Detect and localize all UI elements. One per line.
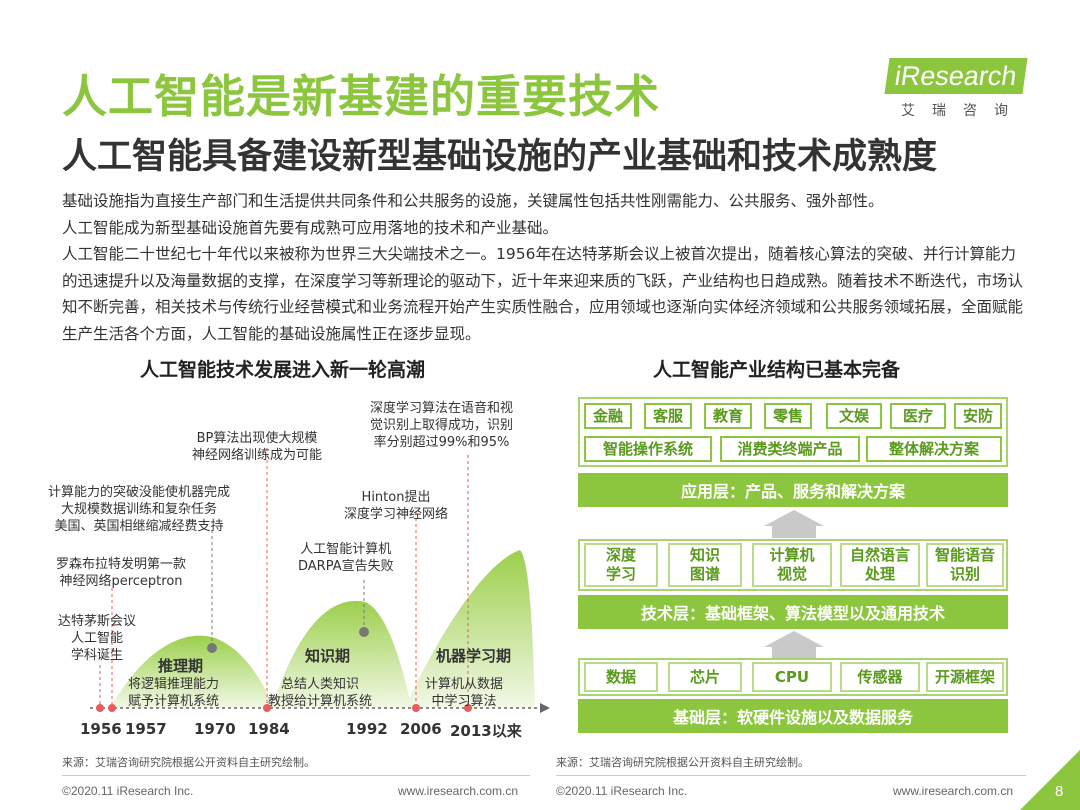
event-dot bbox=[108, 704, 116, 712]
footer-url[interactable]: www.iresearch.com.cn bbox=[893, 784, 1014, 798]
footer-url[interactable]: www.iresearch.com.cn bbox=[398, 784, 519, 798]
source-right: 来源：艾瑞咨询研究院根据公开资料自主研究绘制。 bbox=[556, 756, 809, 769]
tech-items-group bbox=[578, 539, 1008, 591]
event-label-hinton: Hinton提出 深度学习神经网络 bbox=[344, 490, 449, 522]
event-dot bbox=[359, 627, 369, 637]
year-label: 1957 bbox=[125, 720, 167, 738]
logo-text: iResearch bbox=[884, 58, 1028, 94]
page-number: 8 bbox=[1055, 783, 1064, 800]
footer-rule bbox=[556, 775, 1026, 776]
app-item-retail: 零售 bbox=[764, 403, 812, 429]
period-knowledge: 知识期 bbox=[305, 647, 351, 665]
base-item-cpu: CPU bbox=[752, 662, 832, 692]
base-item-data: 数据 bbox=[584, 662, 658, 692]
event-label-darpa: 人工智能计算机 DARPA宣告失败 bbox=[298, 542, 394, 574]
period-ml: 机器学习期 bbox=[436, 647, 512, 665]
intro-paragraph: 基础设施指为直接生产部门和生活提供共同条件和公共服务的设施，关键属性包括共性刚需… bbox=[62, 192, 884, 210]
base-items-group bbox=[578, 658, 1008, 696]
intro-text: 基础设施指为直接生产部门和生活提供共同条件和公共服务的设施，关键属性包括共性刚需… bbox=[62, 188, 1030, 347]
footer-copyright: ©2020.11 iResearch Inc. bbox=[62, 784, 194, 798]
app-item-security: 安防 bbox=[954, 403, 1002, 429]
wave-knowledge bbox=[272, 600, 412, 708]
up-arrow-icon bbox=[764, 510, 824, 538]
source-left: 来源：艾瑞咨询研究院根据公开资料自主研究绘制。 bbox=[62, 756, 315, 769]
tech-item-deep-learning: 深度 学习 bbox=[584, 543, 658, 587]
intro-paragraph: 人工智能成为新型基础设施首先要有成熟可应用落地的技术和产业基础。 bbox=[62, 218, 559, 237]
event-label-compute: 计算能力的突破没能使机器完成 大规模数据训练和复杂任务 美国、英国相继缩减经费支… bbox=[48, 485, 231, 534]
page-title: 人工智能是新基建的重要技术 bbox=[62, 70, 661, 123]
base-item-chip: 芯片 bbox=[668, 662, 742, 692]
event-label-bp: BP算法出现使大规模 神经网络训练成为可能 bbox=[192, 431, 323, 463]
app-item-solutions: 整体解决方案 bbox=[866, 436, 1002, 462]
wave-ml bbox=[405, 550, 535, 708]
axis-arrow-icon bbox=[540, 703, 550, 713]
iresearch-logo: iResearch 艾瑞咨询 bbox=[884, 58, 1028, 124]
year-label: 1992 bbox=[346, 720, 388, 738]
base-layer-bar: 基础层：软硬件设施以及数据服务 bbox=[578, 699, 1008, 733]
logo-cn: 艾瑞咨询 bbox=[901, 103, 1025, 119]
event-dot bbox=[207, 643, 217, 653]
event-dot bbox=[263, 704, 271, 712]
app-item-finance: 金融 bbox=[584, 403, 632, 429]
year-label: 2006 bbox=[400, 720, 442, 738]
page-subtitle: 人工智能具备建设新型基础设施的产业基础和技术成熟度 bbox=[62, 137, 938, 177]
period-reasoning-desc: 将逻辑推理能力 赋予计算机系统 bbox=[128, 677, 220, 709]
app-item-entertainment: 文娱 bbox=[826, 403, 882, 429]
corner-triangle bbox=[1020, 750, 1080, 810]
app-item-consumer: 消费类终端产品 bbox=[720, 436, 860, 462]
tech-item-nlp: 自然语言 处理 bbox=[840, 543, 920, 587]
industry-title: 人工智能产业结构已基本完备 bbox=[653, 359, 901, 381]
intro-paragraph: 人工智能二十世纪七十年代以来被称为世界三大尖端技术之一。1956年在达特茅斯会议… bbox=[62, 245, 1024, 343]
app-layer-bar: 应用层：产品、服务和解决方案 bbox=[578, 473, 1008, 507]
tech-layer-bar: 技术层：基础框架、算法模型以及通用技术 bbox=[578, 595, 1008, 629]
timeline-waves bbox=[90, 448, 550, 713]
app-item-medical: 医疗 bbox=[890, 403, 946, 429]
tech-item-knowledge-graph: 知识 图谱 bbox=[668, 543, 742, 587]
base-item-framework: 开源框架 bbox=[926, 662, 1004, 692]
event-dot bbox=[464, 704, 472, 712]
event-dot bbox=[412, 704, 420, 712]
base-item-sensor: 传感器 bbox=[840, 662, 920, 692]
period-knowledge-desc: 总结人类知识 教授给计算机系统 bbox=[268, 677, 373, 709]
up-arrow-icon bbox=[764, 631, 824, 659]
tech-item-speech: 智能语音 识别 bbox=[926, 543, 1004, 587]
event-label-deep-learning: 深度学习算法在语音和视 觉识别上取得成功，识别 率分别超过99%和95% bbox=[370, 401, 514, 450]
footer-copyright: ©2020.11 iResearch Inc. bbox=[556, 784, 688, 798]
year-label: 1970 bbox=[194, 720, 236, 738]
event-label-dartmouth: 达特茅斯会议 人工智能 学科诞生 bbox=[58, 614, 137, 663]
year-label: 1984 bbox=[248, 720, 290, 738]
timeline-title: 人工智能技术发展进入新一轮高潮 bbox=[140, 359, 426, 381]
app-item-os: 智能操作系统 bbox=[584, 436, 712, 462]
app-item-education: 教育 bbox=[704, 403, 752, 429]
app-items-group bbox=[578, 397, 1008, 467]
app-item-service: 客服 bbox=[644, 403, 692, 429]
event-label-perceptron: 罗森布拉特发明第一款 神经网络perceptron bbox=[56, 557, 187, 589]
year-label: 2013以来 bbox=[450, 722, 522, 740]
period-ml-desc: 计算机从数据 中学习算法 bbox=[425, 677, 504, 709]
footer-rule bbox=[62, 775, 530, 776]
wave-reasoning bbox=[110, 635, 275, 708]
event-dot bbox=[96, 704, 104, 712]
year-label: 1956 bbox=[80, 720, 122, 738]
tech-item-cv: 计算机 视觉 bbox=[752, 543, 832, 587]
period-reasoning: 推理期 bbox=[158, 657, 204, 675]
